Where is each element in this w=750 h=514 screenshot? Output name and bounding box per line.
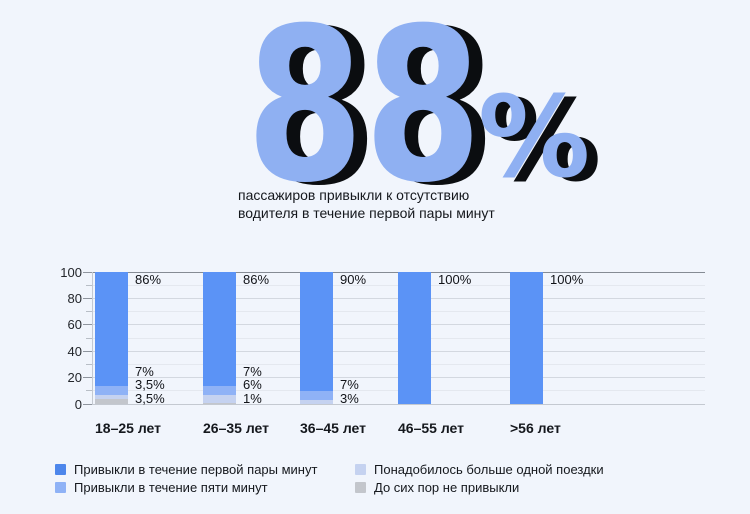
bar-segment <box>95 399 128 404</box>
y-axis-label: 60 <box>67 317 82 333</box>
bar-segment-label: 7% <box>135 363 154 379</box>
category-label: >56 лет <box>510 420 561 436</box>
hero-subtitle-line1: пассажиров привыкли к отсутствию <box>238 187 470 203</box>
bar-segment-label: 3,5% <box>135 390 165 406</box>
y-axis-label: 40 <box>67 343 82 359</box>
category-label: 36–45 лет <box>300 420 366 436</box>
hero-number: 88 <box>246 0 483 229</box>
bar-segment <box>300 390 333 401</box>
legend-swatch <box>55 481 66 493</box>
bar-segment <box>95 272 128 386</box>
bar-top-label: 100% <box>550 272 584 287</box>
bar-segment <box>203 402 236 404</box>
bar-segment <box>95 385 128 395</box>
legend-label: Привыкли в течение первой пары минут <box>74 461 318 477</box>
bar-segment-label: 1% <box>243 390 262 406</box>
bar-segment <box>300 272 333 391</box>
axis-tick <box>83 271 92 273</box>
axis-tick <box>83 377 92 379</box>
legend-swatch <box>355 463 366 475</box>
category-label: 18–25 лет <box>95 420 161 436</box>
legend-label: Привыкли в течение пяти минут <box>74 479 268 495</box>
axis-tick <box>83 297 92 299</box>
axis-tick <box>83 350 92 352</box>
legend-label: Понадобилось больше одной поездки <box>374 461 604 477</box>
bar-segment <box>510 272 543 404</box>
legend-item: Привыкли в течение пяти минут <box>55 479 268 495</box>
bar-top-label: 100% <box>438 272 472 287</box>
hero-subtitle-line2: водителя в течение первой пары минут <box>238 205 495 221</box>
bar-segment <box>203 272 236 386</box>
y-axis-label: 0 <box>74 396 82 412</box>
axis-tick <box>86 337 92 339</box>
legend-item: Понадобилось больше одной поездки <box>355 461 604 477</box>
bar-segment-label: 7% <box>340 377 359 392</box>
legend-swatch <box>55 463 66 475</box>
axis-tick <box>86 311 92 313</box>
legend-item: До сих пор не привыкли <box>355 479 519 495</box>
bar-segment-label: 3,5% <box>135 377 165 392</box>
bar-segment <box>203 394 236 403</box>
bar-chart-plot: 0 20 40 60 80 100 86% 7% 3,5% 3,5% 86% 7% 6% 1% 90% 7% 3… <box>60 266 705 411</box>
axis-tick <box>86 284 92 286</box>
bar-segment-label: 6% <box>243 377 262 392</box>
axis-tick <box>86 363 92 365</box>
bar-segment <box>398 272 431 404</box>
hero-subtitle: пассажиров привыкли к отсутствию водител… <box>238 186 495 222</box>
legend-label: До сих пор не привыкли <box>374 479 520 495</box>
category-label: 46–55 лет <box>398 420 464 436</box>
bar-segment-label: 3% <box>340 390 359 406</box>
bar-segment <box>300 400 333 404</box>
gridline <box>92 403 705 405</box>
hero-percent-sign: % <box>478 73 591 203</box>
legend-item: Привыкли в течение первой пары минут <box>55 461 317 477</box>
y-axis-label: 80 <box>67 290 82 306</box>
bar-top-label: 86% <box>135 272 162 287</box>
y-axis-line <box>92 272 93 404</box>
category-label: 26–35 лет <box>203 420 269 436</box>
bar-top-label: 90% <box>340 272 367 287</box>
y-axis-label: 20 <box>67 370 82 386</box>
bar-segment-label: 7% <box>243 363 262 379</box>
axis-tick <box>86 390 92 392</box>
bar-segment <box>95 394 128 400</box>
axis-tick <box>83 403 92 405</box>
y-axis-label: 100 <box>60 264 82 280</box>
bar-top-label: 86% <box>243 272 270 287</box>
legend-swatch <box>355 481 366 493</box>
axis-tick <box>83 324 92 326</box>
bar-segment <box>203 385 236 395</box>
